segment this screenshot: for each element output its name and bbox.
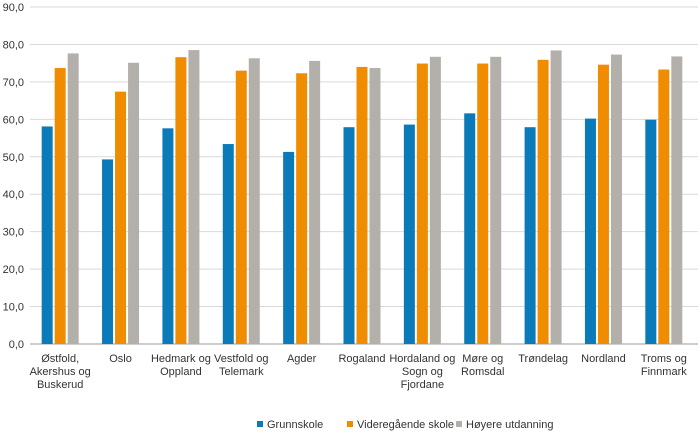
bar-grunnskole	[102, 159, 114, 344]
y-axis-ticks: 0,0 10,0 20,0 30,0 40,0 50,0 60,0 70,0 80,0 90,0	[3, 2, 24, 351]
bar-h-yere-utdanning	[550, 50, 562, 345]
bar-videreg-ende-skole	[356, 66, 368, 345]
y-tick-label: 40,0	[3, 189, 24, 201]
bar-videreg-ende-skole	[537, 59, 549, 345]
y-tick-label: 30,0	[3, 227, 24, 239]
y-tick-label: 20,0	[3, 264, 24, 276]
y-tick-label: 80,0	[3, 39, 24, 51]
bar-h-yere-utdanning	[369, 68, 381, 344]
x-category-label: Trøndelag	[518, 353, 568, 365]
bar-videreg-ende-skole	[235, 70, 247, 345]
x-category-label: Rogaland	[338, 353, 385, 365]
legend-label: Høyere utdanning	[466, 419, 553, 431]
legend-swatch	[456, 421, 462, 427]
x-category-label: Troms og Finnmark	[641, 353, 687, 378]
bar-grunnskole	[464, 113, 476, 344]
bar-h-yere-utdanning	[67, 53, 79, 344]
legend-swatch	[257, 421, 263, 427]
bar-videreg-ende-skole	[115, 91, 127, 344]
bar-grunnskole	[584, 118, 596, 344]
x-category-label: Agder	[287, 353, 317, 365]
x-category-label: Oslo	[109, 353, 132, 365]
bar-h-yere-utdanning	[309, 60, 321, 345]
bar-h-yere-utdanning	[490, 56, 502, 344]
bar-grunnskole	[343, 127, 355, 345]
legend-swatch	[347, 421, 353, 427]
legend: Grunnskole Videregående skole Høyere utdan…	[257, 419, 553, 431]
bar-videreg-ende-skole	[477, 63, 489, 345]
bar-grunnskole	[222, 144, 234, 344]
y-tick-label: 50,0	[3, 152, 24, 164]
bar-h-yere-utdanning	[610, 54, 622, 344]
x-category-label: Nordland	[581, 353, 626, 365]
bar-videreg-ende-skole	[296, 73, 308, 344]
bar-h-yere-utdanning	[671, 56, 683, 344]
bar-h-yere-utdanning	[429, 56, 441, 344]
legend-label: Grunnskole	[267, 419, 323, 431]
bar-h-yere-utdanning	[248, 58, 260, 344]
x-category-label: Hordaland og Sogn og Fjordane	[389, 353, 455, 391]
bars	[41, 50, 683, 345]
bar-h-yere-utdanning	[188, 50, 200, 345]
x-axis-labels: Østfold, Akershus og Buskerud Oslo Hedmark o…	[30, 353, 688, 391]
x-category-label: Østfold, Akershus og Buskerud	[30, 353, 91, 391]
bar-h-yere-utdanning	[128, 62, 140, 344]
bar-grunnskole	[403, 124, 415, 344]
bar-videreg-ende-skole	[597, 64, 609, 345]
bar-grunnskole	[41, 126, 53, 344]
y-tick-label: 10,0	[3, 302, 24, 314]
bar-videreg-ende-skole	[658, 69, 670, 344]
bar-grunnskole	[162, 128, 174, 344]
bar-grunnskole	[283, 151, 295, 344]
x-category-label: Møre og Romsdal	[461, 353, 504, 378]
y-tick-label: 90,0	[3, 2, 24, 14]
y-tick-label: 70,0	[3, 77, 24, 89]
y-tick-label: 0,0	[9, 339, 24, 351]
bar-videreg-ende-skole	[54, 68, 66, 344]
x-category-label: Vestfold og Telemark	[214, 353, 268, 378]
bar-videreg-ende-skole	[175, 57, 187, 344]
bar-videreg-ende-skole	[416, 63, 428, 345]
y-tick-label: 60,0	[3, 114, 24, 126]
bar-grunnskole	[645, 119, 657, 344]
bar-grunnskole	[524, 127, 536, 345]
x-category-label: Hedmark og Oppland	[151, 353, 211, 378]
legend-label: Videregående skole	[357, 419, 454, 431]
